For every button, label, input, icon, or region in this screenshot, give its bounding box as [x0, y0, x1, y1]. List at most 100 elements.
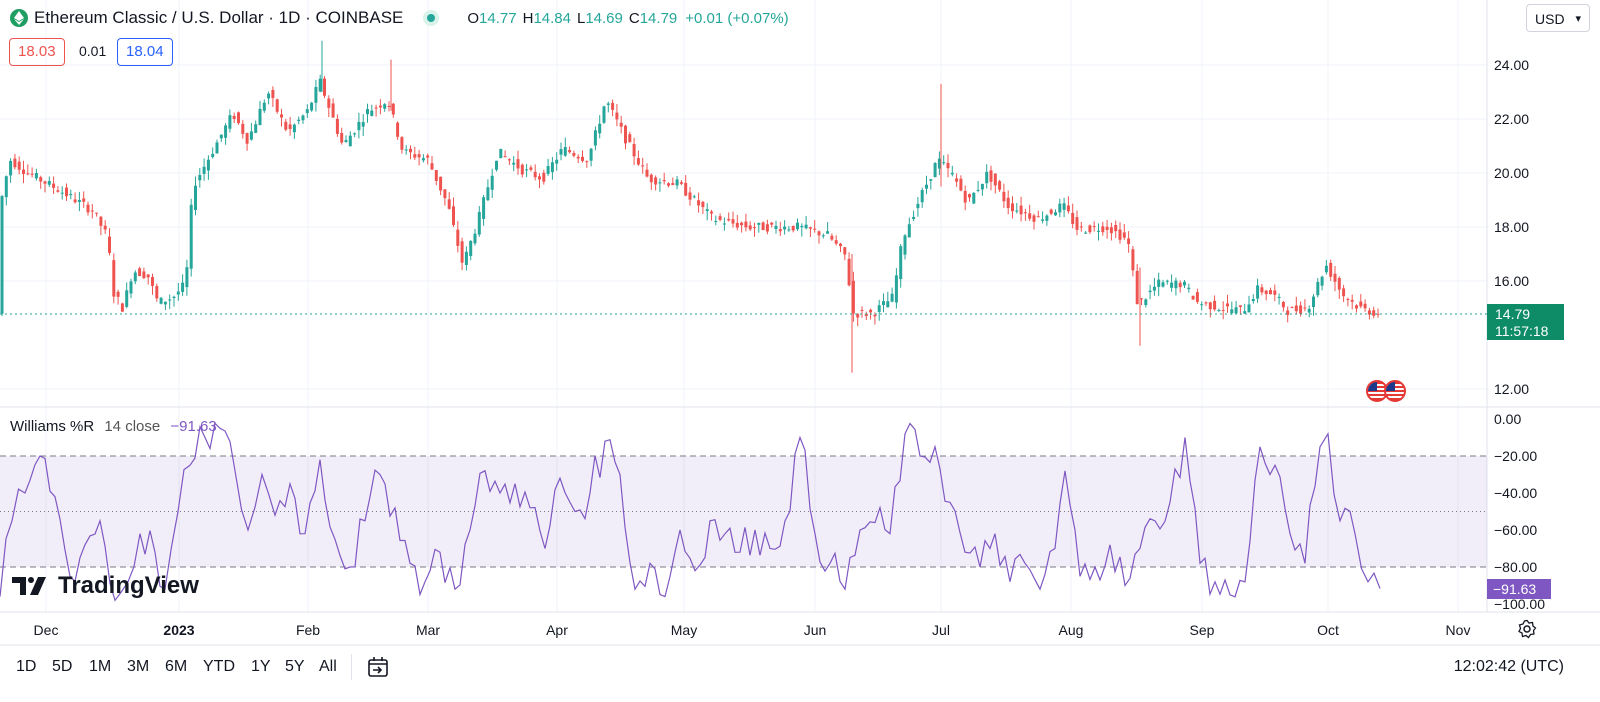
candle — [826, 222, 830, 234]
symbol-header: Ethereum Classic / U.S. Dollar · 1D · CO… — [10, 6, 789, 30]
candle — [1363, 299, 1367, 312]
candle-body — [4, 176, 8, 198]
utc-clock[interactable]: 12:02:42 (UTC) — [1453, 658, 1564, 675]
candle — [946, 154, 950, 178]
candle-body — [271, 89, 275, 98]
symbol-title[interactable]: Ethereum Classic / U.S. Dollar · 1D · CO… — [34, 8, 404, 27]
candle-body — [1023, 212, 1027, 214]
candle-body — [168, 299, 172, 301]
time-axis-label: Jul — [932, 622, 950, 638]
candle-body — [56, 190, 60, 192]
candle — [606, 101, 610, 113]
range-button-1m[interactable]: 1M — [89, 658, 112, 675]
range-button-5y[interactable]: 5Y — [285, 658, 305, 675]
candle-body — [267, 93, 271, 99]
candle-body — [60, 192, 64, 194]
candle-body — [774, 225, 778, 229]
candle — [628, 131, 632, 143]
candle-body — [1088, 225, 1092, 233]
go-to-date-icon[interactable] — [366, 655, 390, 684]
candle — [525, 163, 529, 178]
candle-body — [456, 229, 460, 246]
candle — [1187, 283, 1191, 293]
candle — [1337, 276, 1341, 299]
sell-button[interactable]: 18.03 — [9, 38, 65, 66]
candle — [1256, 278, 1260, 303]
candle — [245, 132, 249, 151]
candle — [667, 182, 670, 188]
range-button-1d[interactable]: 1D — [16, 658, 37, 675]
tradingview-logo-text: TradingView — [58, 572, 199, 599]
candle — [47, 176, 51, 187]
candle — [340, 127, 344, 145]
candle — [1234, 300, 1238, 315]
candle-body — [275, 99, 279, 112]
bottom-toolbar: 1D 5D 1M 3M 6M YTD 1Y 5Y All 12:02:42 (U… — [0, 650, 1600, 702]
candle — [989, 165, 993, 191]
candle-body — [387, 105, 391, 107]
candle — [1221, 301, 1225, 320]
candle — [735, 214, 739, 231]
candle — [516, 150, 520, 175]
candle-body — [1161, 282, 1165, 287]
candle — [34, 168, 38, 181]
range-button-1y[interactable]: 1Y — [251, 658, 271, 675]
candle — [241, 120, 245, 139]
candle — [1372, 306, 1376, 319]
candle — [581, 150, 584, 163]
candle — [176, 282, 180, 301]
candle — [761, 221, 765, 231]
candle-body — [181, 282, 185, 292]
candle — [43, 180, 47, 193]
candle-body — [434, 169, 438, 181]
candle — [314, 79, 318, 112]
candle-body — [585, 161, 589, 163]
candle-body — [1299, 305, 1303, 314]
candle — [615, 104, 619, 127]
candle-body — [1230, 309, 1234, 314]
candle — [774, 220, 778, 234]
candle — [1277, 293, 1281, 305]
candle-body — [1264, 290, 1268, 295]
candle — [546, 158, 550, 176]
candle — [576, 154, 580, 164]
candle-body — [1118, 229, 1122, 240]
range-button-3m[interactable]: 3M — [127, 658, 150, 675]
candle-body — [1213, 300, 1217, 310]
chart-settings-gear-icon[interactable] — [1517, 619, 1537, 644]
candle-body — [615, 112, 619, 120]
candle — [194, 176, 197, 216]
candle-body — [727, 219, 731, 221]
candle-body — [1148, 290, 1152, 293]
range-button-all[interactable]: All — [319, 658, 337, 675]
candle-body — [292, 124, 296, 133]
candle — [993, 173, 997, 194]
range-button-ytd[interactable]: YTD — [203, 658, 235, 675]
candle-body — [155, 286, 159, 299]
candle — [512, 156, 516, 172]
williams-r-legend[interactable]: Williams %R 14 close −91.63 — [10, 418, 217, 435]
currency-select[interactable]: USD ▾ — [1526, 4, 1590, 32]
candle — [56, 186, 60, 193]
candle-body — [1269, 290, 1272, 295]
candle-body — [529, 167, 533, 170]
candle-body — [1247, 304, 1251, 313]
candle-body — [1329, 262, 1333, 277]
candle-body — [348, 135, 352, 147]
candle — [684, 175, 688, 197]
buy-button[interactable]: 18.04 — [117, 38, 173, 66]
candle-body — [172, 296, 176, 299]
economic-events-marker[interactable] — [1366, 380, 1410, 404]
candle-body — [262, 102, 266, 111]
candle-body — [22, 169, 25, 174]
range-button-5d[interactable]: 5D — [52, 658, 73, 675]
candle-body — [903, 235, 907, 255]
tradingview-logo[interactable]: TradingView — [12, 572, 199, 600]
candle-body — [142, 271, 146, 279]
range-button-6m[interactable]: 6M — [165, 658, 188, 675]
candle-body — [1217, 309, 1221, 311]
candle — [856, 313, 860, 327]
candle — [39, 175, 43, 189]
candle-body — [159, 297, 163, 304]
